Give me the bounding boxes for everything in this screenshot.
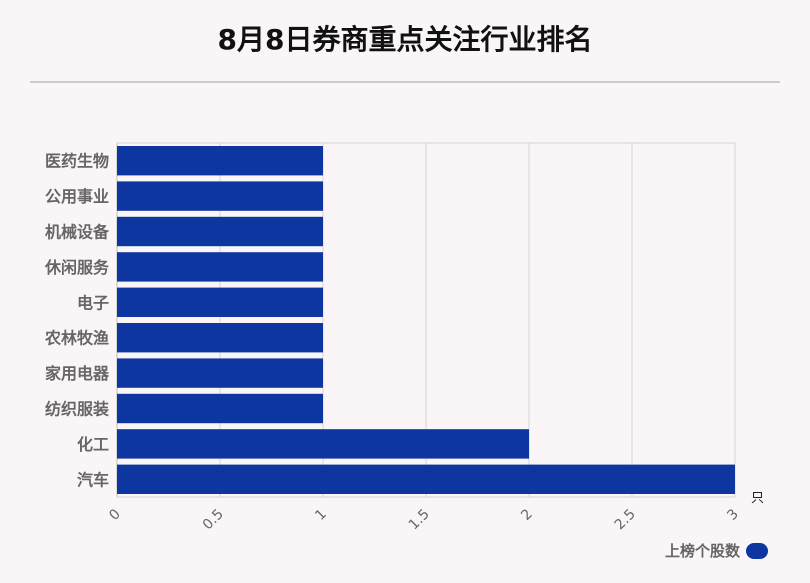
- bar: [117, 358, 323, 388]
- bar: [117, 464, 735, 494]
- x-tick-label: 0.5: [200, 506, 227, 533]
- category-label: 家用电器: [45, 364, 110, 383]
- x-tick-label: 2: [518, 506, 536, 524]
- category-label: 纺织服装: [45, 400, 109, 419]
- x-tick-label: 0: [106, 506, 124, 524]
- legend-swatch: [746, 542, 768, 559]
- bar: [117, 181, 323, 211]
- category-label: 农林牧渔: [44, 329, 109, 348]
- bar: [117, 252, 323, 282]
- category-label: 电子: [77, 293, 109, 312]
- category-label: 机械设备: [45, 223, 110, 242]
- bar: [117, 323, 323, 353]
- category-label: 休闲服务: [44, 258, 110, 277]
- legend: 上榜个股数: [665, 540, 768, 561]
- category-label: 化工: [77, 435, 109, 454]
- bar: [117, 287, 323, 317]
- legend-label: 上榜个股数: [664, 542, 740, 560]
- bar: [117, 429, 529, 459]
- x-tick-label: 3: [724, 506, 742, 524]
- chart-title: 8月8日券商重点关注行业排名: [217, 23, 593, 56]
- category-label: 汽车: [77, 470, 109, 489]
- category-label: 医药生物: [45, 152, 109, 171]
- category-label: 公用事业: [45, 187, 109, 206]
- x-tick-label: 2.5: [612, 506, 639, 533]
- x-unit-label: 只: [751, 491, 764, 506]
- x-tick-label: 1.5: [406, 506, 433, 533]
- x-tick-label: 1: [312, 506, 330, 524]
- bar: [117, 393, 323, 424]
- title-divider: [30, 81, 780, 83]
- bar: [117, 216, 323, 247]
- bar: [117, 146, 323, 176]
